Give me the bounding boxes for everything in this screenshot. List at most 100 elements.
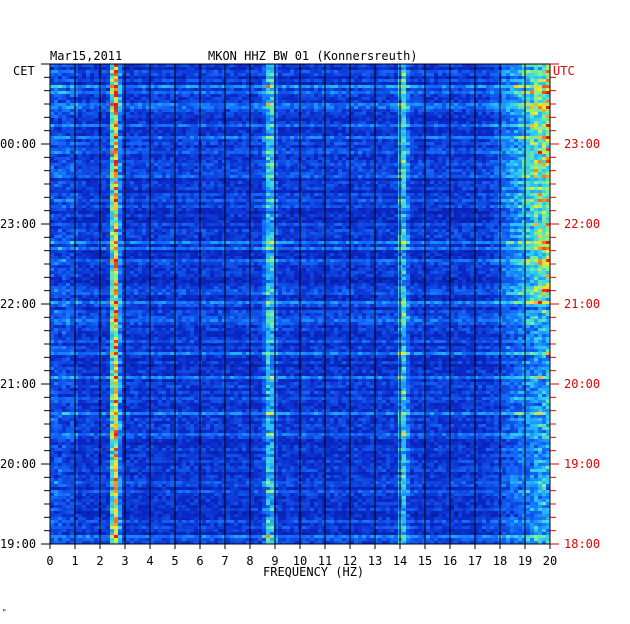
heatmap-cell	[134, 118, 139, 122]
heatmap-cell	[206, 133, 211, 137]
heatmap-cell	[74, 73, 79, 77]
heatmap-cell	[82, 76, 87, 80]
heatmap-cell	[402, 100, 407, 104]
heatmap-cell	[258, 142, 263, 146]
heatmap-cell	[282, 88, 287, 92]
heatmap-cell	[378, 175, 383, 179]
heatmap-cell	[178, 127, 183, 131]
heatmap-cell	[142, 94, 147, 98]
heatmap-cell	[482, 88, 487, 92]
heatmap-cell	[214, 172, 219, 176]
heatmap-cell	[478, 79, 483, 83]
heatmap-cell	[530, 145, 535, 149]
heatmap-cell	[442, 88, 447, 92]
heatmap-cell	[294, 115, 299, 119]
heatmap-cell	[190, 160, 195, 164]
heatmap-cell	[70, 160, 75, 164]
heatmap-cell	[270, 127, 275, 131]
heatmap-cell	[254, 178, 259, 182]
heatmap-cell	[458, 124, 463, 128]
heatmap-cell	[462, 73, 467, 77]
heatmap-cell	[234, 64, 239, 68]
heatmap-cell	[62, 184, 67, 188]
heatmap-cell	[434, 151, 439, 155]
heatmap-cell	[354, 133, 359, 137]
heatmap-cell	[422, 79, 427, 83]
heatmap-cell	[370, 88, 375, 92]
heatmap-cell	[150, 73, 155, 77]
heatmap-cell	[126, 133, 131, 137]
heatmap-cell	[322, 109, 327, 113]
heatmap-cell	[326, 151, 331, 155]
heatmap-cell	[446, 94, 451, 98]
heatmap-cell	[358, 145, 363, 149]
heatmap-cell	[62, 151, 67, 155]
heatmap-cell	[218, 70, 223, 74]
heatmap-cell	[274, 100, 279, 104]
heatmap-cell	[306, 85, 311, 89]
heatmap-cell	[70, 145, 75, 149]
heatmap-cell	[522, 169, 527, 173]
heatmap-cell	[246, 76, 251, 80]
heatmap-cell	[118, 169, 123, 173]
heatmap-cell	[166, 91, 171, 95]
heatmap-cell	[194, 76, 199, 80]
heatmap-cell	[502, 130, 507, 134]
heatmap-cell	[150, 166, 155, 170]
heatmap-cell	[486, 91, 491, 95]
heatmap-cell	[310, 166, 315, 170]
heatmap-cell	[474, 169, 479, 173]
heatmap-cell	[158, 118, 163, 122]
heatmap-cell	[362, 118, 367, 122]
heatmap-cell	[218, 121, 223, 125]
heatmap-cell	[138, 124, 143, 128]
heatmap-cell	[510, 85, 515, 89]
heatmap-cell	[374, 169, 379, 173]
heatmap-cell	[410, 163, 415, 167]
heatmap-cell	[530, 163, 535, 167]
heatmap-cell	[310, 112, 315, 116]
heatmap-cell	[358, 64, 363, 68]
heatmap-cell	[258, 157, 263, 161]
heatmap-cell	[518, 97, 523, 101]
heatmap-cell	[258, 175, 263, 179]
heatmap-cell	[134, 163, 139, 167]
heatmap-cell	[226, 79, 231, 83]
heatmap-cell	[138, 133, 143, 137]
heatmap-cell	[274, 91, 279, 95]
heatmap-cell	[314, 91, 319, 95]
heatmap-cell	[414, 79, 419, 83]
heatmap-cell	[210, 130, 215, 134]
heatmap-cell	[410, 145, 415, 149]
heatmap-cell	[246, 184, 251, 188]
heatmap-cell	[118, 124, 123, 128]
heatmap-cell	[150, 64, 155, 68]
heatmap-cell	[126, 94, 131, 98]
heatmap-cell	[446, 127, 451, 131]
heatmap-cell	[134, 130, 139, 134]
heatmap-cell	[290, 91, 295, 95]
heatmap-cell	[226, 70, 231, 74]
heatmap-cell	[82, 85, 87, 89]
heatmap-cell	[458, 172, 463, 176]
heatmap-cell	[106, 118, 111, 122]
heatmap-cell	[526, 181, 531, 185]
heatmap-cell	[318, 163, 323, 167]
heatmap-cell	[270, 79, 275, 83]
heatmap-cell	[502, 112, 507, 116]
heatmap-cell	[114, 91, 119, 95]
heatmap-cell	[142, 97, 147, 101]
heatmap-cell	[438, 133, 443, 137]
heatmap-cell	[450, 181, 455, 185]
heatmap-cell	[138, 169, 143, 173]
heatmap-cell	[430, 160, 435, 164]
heatmap-cell	[82, 175, 87, 179]
heatmap-cell	[418, 151, 423, 155]
heatmap-cell	[162, 169, 167, 173]
heatmap-cell	[458, 67, 463, 71]
heatmap-cell	[514, 127, 519, 131]
heatmap-cell	[170, 64, 175, 68]
heatmap-cell	[522, 154, 527, 158]
heatmap-cell	[458, 91, 463, 95]
heatmap-cell	[454, 148, 459, 152]
